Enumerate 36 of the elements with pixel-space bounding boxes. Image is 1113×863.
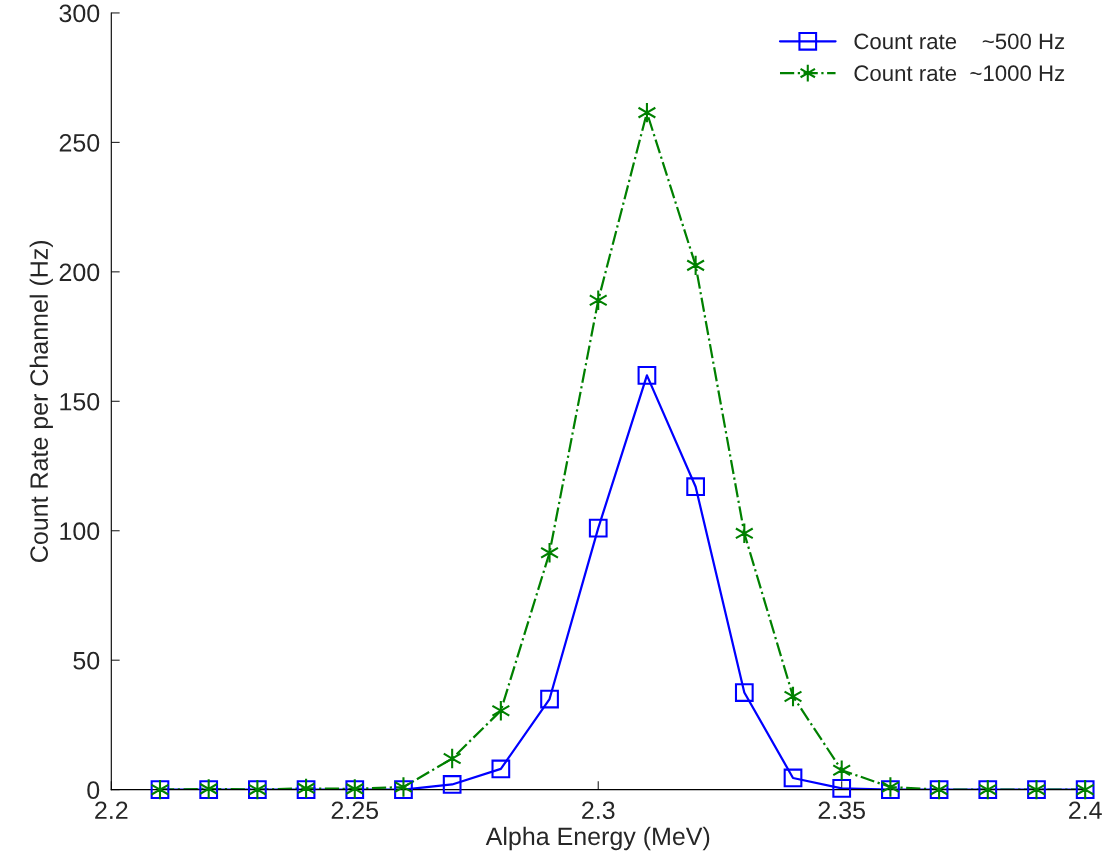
point: [686, 477, 705, 497]
point: [734, 683, 754, 702]
point: [637, 366, 657, 385]
point: [491, 759, 511, 779]
point: [540, 541, 559, 564]
x-tick-label: 2.35: [818, 801, 865, 820]
point: [783, 768, 803, 788]
point: [832, 759, 852, 781]
point: [442, 747, 462, 770]
x-tick-label: 2.2: [95, 801, 128, 819]
y-tick-label: 50: [73, 651, 100, 670]
legend-label: Count rate ~1000 Hz: [854, 65, 1065, 82]
point: [491, 699, 511, 722]
point: [588, 518, 608, 538]
y-tick-label: 250: [59, 134, 100, 152]
y-tick-label: 150: [60, 392, 100, 411]
point: [540, 689, 559, 709]
y-tick-label: 0: [87, 781, 100, 799]
point: [832, 778, 852, 798]
point: [686, 254, 706, 277]
y-tick-label: 100: [60, 522, 100, 541]
x-tick-label: 2.4: [1069, 801, 1102, 819]
point: [783, 685, 803, 708]
point: [588, 289, 608, 312]
point: [394, 780, 413, 800]
point: [734, 522, 754, 545]
legend-label: Count rate ~500 Hz: [854, 33, 1065, 50]
y-tick-label: 300: [59, 4, 100, 23]
y-tick-label: 200: [59, 263, 100, 282]
x-tick-label: 2.25: [331, 801, 379, 820]
point: [637, 101, 657, 124]
point: [442, 775, 462, 794]
x-tick-label: 2.3: [582, 801, 615, 820]
y-axis-title: Count Rate per Channel (Hz): [29, 240, 53, 562]
x-axis-title: Alpha Energy (MeV): [485, 826, 710, 851]
point: [394, 776, 413, 798]
